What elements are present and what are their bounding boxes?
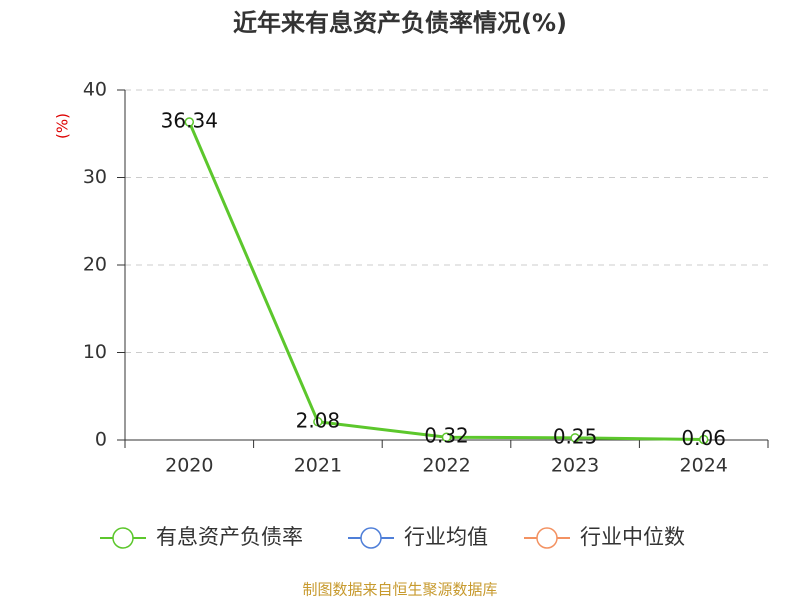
- legend-marker: [536, 527, 558, 549]
- x-tick-label: 2024: [680, 455, 728, 477]
- data-label: 0.06: [681, 426, 726, 450]
- y-tick-label: 0: [95, 429, 107, 451]
- data-point: [184, 117, 195, 127]
- data-point: [441, 432, 452, 442]
- x-tick-label: 2020: [165, 455, 213, 477]
- data-point: [698, 434, 709, 445]
- source-note: 制图数据来自恒生聚源数据库: [302, 581, 497, 599]
- data-point: [570, 433, 580, 443]
- y-tick-label: 40: [83, 79, 107, 101]
- data-label: 2.08: [296, 408, 341, 432]
- y-tick-label: 20: [83, 254, 107, 276]
- y-tick-label: 10: [83, 341, 107, 363]
- data-label: 36.34: [161, 109, 218, 133]
- legend-marker: [360, 527, 382, 549]
- legend-marker: [112, 527, 134, 549]
- data-point: [313, 417, 323, 427]
- x-tick-label: 2021: [294, 455, 342, 477]
- data-label: 0.25: [553, 424, 598, 448]
- x-tick-label: 2023: [551, 455, 599, 477]
- series-line: [187, 121, 704, 441]
- y-tick-label: 30: [83, 166, 107, 188]
- data-label: 0.32: [424, 424, 469, 448]
- x-tick-label: 2022: [422, 455, 470, 477]
- legend-label: 有息资产负债率: [156, 525, 303, 549]
- legend-label: 行业中位数: [580, 525, 685, 549]
- y-axis-label: (%): [54, 113, 72, 139]
- legend-label: 行业均值: [404, 525, 488, 549]
- chart-title: 近年来有息资产负债率情况(%): [233, 9, 567, 37]
